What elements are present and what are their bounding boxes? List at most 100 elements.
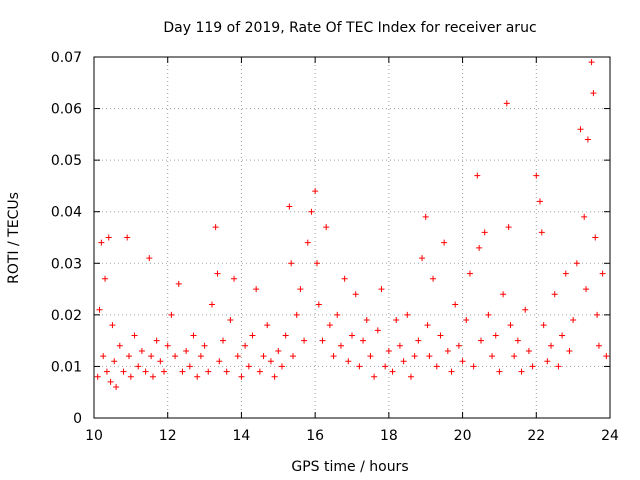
data-point — [116, 342, 123, 349]
data-point — [260, 353, 267, 360]
data-point — [352, 291, 359, 298]
data-point — [474, 172, 481, 179]
data-point — [476, 244, 483, 251]
data-point — [290, 353, 297, 360]
data-point — [433, 363, 440, 370]
data-point — [345, 358, 352, 365]
data-point — [518, 368, 525, 375]
x-tick-label: 12 — [159, 428, 177, 444]
data-point — [555, 363, 562, 370]
data-point — [286, 203, 293, 210]
data-point — [297, 286, 304, 293]
data-point — [583, 286, 590, 293]
data-point — [323, 224, 330, 231]
x-tick-label: 10 — [85, 428, 103, 444]
data-point — [183, 347, 190, 354]
data-point — [223, 368, 230, 375]
axis-ticks — [93, 56, 611, 419]
data-point — [584, 136, 591, 143]
data-point — [599, 270, 606, 277]
data-point — [415, 337, 422, 344]
data-point — [489, 353, 496, 360]
x-tick-label: 22 — [527, 428, 545, 444]
y-tick-label: 0.05 — [51, 153, 82, 169]
y-tick-labels: 0 0.01 0.02 0.03 0.04 0.05 0.06 0.07 — [51, 50, 82, 427]
data-point — [422, 213, 429, 220]
data-point — [242, 342, 249, 349]
data-point — [197, 353, 204, 360]
data-point — [208, 301, 215, 308]
data-point — [603, 353, 610, 360]
data-point — [404, 311, 411, 318]
data-point — [216, 358, 223, 365]
data-point — [120, 368, 127, 375]
data-point — [220, 337, 226, 344]
y-tick-label: 0 — [73, 411, 82, 427]
data-point — [179, 368, 186, 375]
data-point — [485, 311, 492, 318]
data-point — [256, 368, 263, 375]
data-point — [153, 337, 160, 344]
data-point — [367, 353, 374, 360]
data-point — [349, 332, 355, 339]
data-point — [113, 384, 120, 391]
data-point — [371, 373, 378, 380]
data-point — [595, 342, 602, 349]
data-point — [190, 332, 197, 339]
data-point — [94, 373, 101, 380]
data-point — [301, 337, 308, 344]
data-point — [105, 234, 112, 241]
data-point — [111, 358, 118, 365]
data-point — [319, 337, 326, 344]
data-point — [194, 373, 201, 380]
x-tick-label: 18 — [380, 428, 398, 444]
data-point — [245, 363, 252, 370]
data-point — [253, 286, 260, 293]
data-point — [503, 100, 510, 107]
x-tick-label: 24 — [601, 428, 619, 444]
data-point — [278, 363, 285, 370]
data-point — [452, 301, 459, 308]
data-point — [100, 353, 107, 360]
data-point — [275, 347, 282, 354]
data-point — [168, 311, 175, 318]
data-point — [214, 270, 221, 277]
data-point — [102, 275, 109, 282]
data-point — [293, 311, 300, 318]
data-point — [135, 363, 142, 370]
data-point — [407, 373, 414, 380]
data-point — [363, 317, 370, 324]
data-point — [505, 224, 512, 231]
data-point — [470, 363, 477, 370]
x-axis-label: GPS time / hours — [291, 459, 408, 475]
data-point — [96, 306, 103, 313]
chart-title: Day 119 of 2019, Rate Of TEC Index for r… — [163, 20, 536, 36]
data-point — [533, 172, 540, 179]
data-point — [525, 347, 532, 354]
data-point — [478, 337, 484, 344]
data-point — [109, 322, 116, 329]
data-point — [481, 229, 488, 236]
data-point — [313, 260, 320, 267]
data-point — [424, 322, 431, 329]
data-point — [430, 275, 437, 282]
data-point — [146, 255, 153, 262]
x-tick-labels: 10 12 14 16 18 20 22 24 — [85, 428, 619, 444]
grid-lines — [94, 57, 610, 418]
data-point — [172, 353, 179, 360]
data-point — [124, 234, 131, 241]
data-point — [544, 358, 551, 365]
data-point — [249, 332, 256, 339]
data-point — [419, 255, 426, 262]
data-point — [382, 363, 389, 370]
data-point — [304, 239, 311, 246]
data-point — [238, 373, 245, 380]
data-point — [590, 90, 597, 97]
data-point — [393, 317, 400, 324]
x-tick-label: 14 — [233, 428, 251, 444]
data-point — [161, 368, 168, 375]
data-point — [507, 322, 514, 329]
data-point — [201, 342, 208, 349]
data-point — [315, 301, 322, 308]
